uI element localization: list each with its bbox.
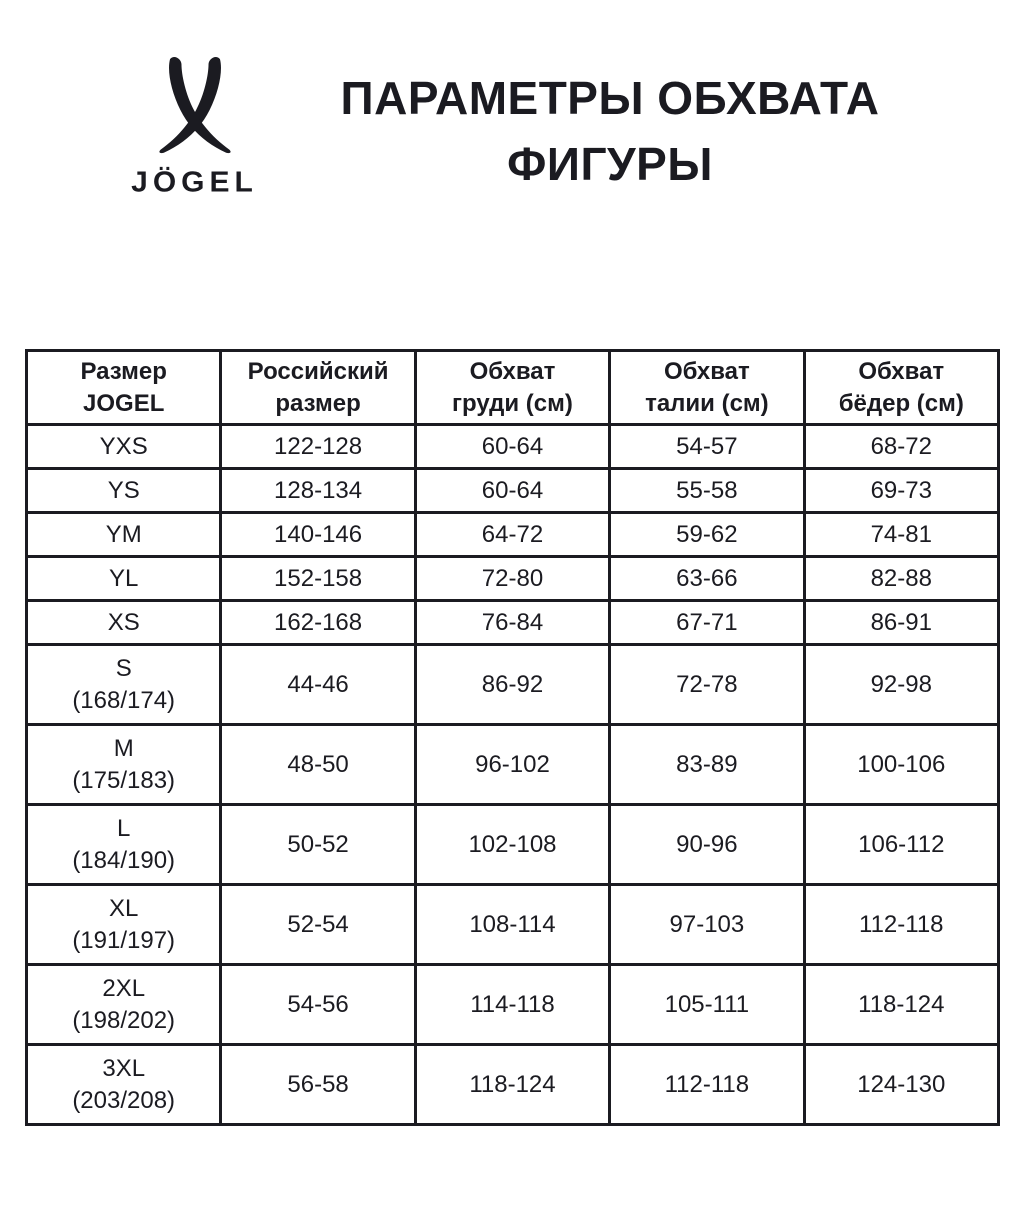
hips-cell: 82-88 [802,555,1001,602]
table-row: YM 140-146 64-72 59-62 74-81 [24,511,1001,558]
russian-size-cell: 122-128 [219,423,417,470]
waist-cell: 63-66 [608,555,806,602]
size-cell: YL [24,555,223,602]
chest-cell: 86-92 [413,643,612,726]
size-cell: 3XL (203/208) [24,1043,223,1126]
chest-cell: 60-64 [413,423,612,470]
jogel-tulip-icon [158,56,231,154]
chest-cell: 96-102 [413,723,612,806]
russian-size-cell: 48-50 [219,723,417,806]
size-cell: YS [24,467,223,514]
page-header: JÖGEL ПАРАМЕТРЫ ОБХВАТА ФИГУРЫ [0,0,1024,349]
chest-cell: 102-108 [413,803,612,886]
russian-size-cell: 140-146 [219,511,417,558]
header-cell-hips: Обхват бёдер (см) [802,349,1001,426]
chest-cell: 114-118 [413,963,612,1046]
size-cell: L (184/190) [24,803,223,886]
table-row: M (175/183) 48-50 96-102 83-89 100-106 [24,723,1001,806]
russian-size-cell: 52-54 [219,883,417,966]
table-row: 2XL (198/202) 54-56 114-118 105-111 118-… [24,963,1001,1046]
chest-cell: 108-114 [413,883,612,966]
hips-cell: 69-73 [802,467,1001,514]
hips-cell: 100-106 [802,723,1001,806]
header-cell-russian-size: Российский размер [219,349,417,426]
russian-size-cell: 54-56 [219,963,417,1046]
table-row: YL 152-158 72-80 63-66 82-88 [24,555,1001,602]
waist-cell: 67-71 [608,599,806,646]
waist-cell: 97-103 [608,883,806,966]
hips-cell: 112-118 [802,883,1001,966]
russian-size-cell: 162-168 [219,599,417,646]
waist-cell: 54-57 [608,423,806,470]
hips-cell: 106-112 [802,803,1001,886]
size-cell: YM [24,511,223,558]
russian-size-cell: 152-158 [219,555,417,602]
hips-cell: 68-72 [802,423,1001,470]
chest-cell: 72-80 [413,555,612,602]
waist-cell: 59-62 [608,511,806,558]
page-title: ПАРАМЕТРЫ ОБХВАТА ФИГУРЫ [340,72,880,190]
table-row: L (184/190) 50-52 102-108 90-96 106-112 [24,803,1001,886]
russian-size-cell: 44-46 [219,643,417,726]
size-cell: YXS [24,423,223,470]
russian-size-cell: 56-58 [219,1043,417,1126]
chest-cell: 118-124 [413,1043,612,1126]
size-cell: S (168/174) [24,643,223,726]
brand-logo: JÖGEL [122,56,267,200]
size-cell: M (175/183) [24,723,223,806]
chest-cell: 64-72 [413,511,612,558]
table-row: XS 162-168 76-84 67-71 86-91 [24,599,1001,646]
russian-size-cell: 50-52 [219,803,417,886]
table-row: YXS 122-128 60-64 54-57 68-72 [24,423,1001,470]
table-row: XL (191/197) 52-54 108-114 97-103 112-11… [24,883,1001,966]
size-cell: XS [24,599,223,646]
waist-cell: 83-89 [608,723,806,806]
hips-cell: 118-124 [802,963,1001,1046]
table-body: YXS 122-128 60-64 54-57 68-72 YS 128-134… [24,423,1001,1126]
header-cell-jogel-size: Размер JOGEL [24,349,223,426]
table-header: Размер JOGEL Российский размер Обхват гр… [24,349,1001,426]
size-chart-table: Размер JOGEL Российский размер Обхват гр… [24,349,1001,1126]
chest-cell: 76-84 [413,599,612,646]
size-cell: 2XL (198/202) [24,963,223,1046]
chest-cell: 60-64 [413,467,612,514]
russian-size-cell: 128-134 [219,467,417,514]
table-header-row: Размер JOGEL Российский размер Обхват гр… [24,349,1001,426]
waist-cell: 55-58 [608,467,806,514]
header-cell-chest: Обхват груди (см) [413,349,612,426]
table-row: 3XL (203/208) 56-58 118-124 112-118 124-… [24,1043,1001,1126]
hips-cell: 74-81 [802,511,1001,558]
hips-cell: 86-91 [802,599,1001,646]
header-cell-waist: Обхват талии (см) [608,349,806,426]
table-row: YS 128-134 60-64 55-58 69-73 [24,467,1001,514]
waist-cell: 105-111 [608,963,806,1046]
hips-cell: 92-98 [802,643,1001,726]
waist-cell: 112-118 [608,1043,806,1126]
size-cell: XL (191/197) [24,883,223,966]
hips-cell: 124-130 [802,1043,1001,1126]
waist-cell: 72-78 [608,643,806,726]
waist-cell: 90-96 [608,803,806,886]
table-row: S (168/174) 44-46 86-92 72-78 92-98 [24,643,1001,726]
brand-wordmark: JÖGEL [131,166,258,199]
